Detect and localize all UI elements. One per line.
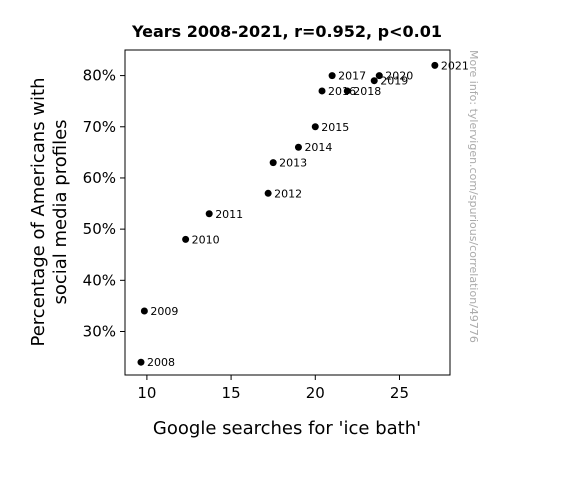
x-tick-label: 15 [222,384,241,402]
watermark-text: More info: tylervigen.com/spurious/corre… [467,50,480,343]
y-axis: 30% 40% 50% 60% 70% 80% [83,67,125,340]
data-point-label: 2014 [304,141,332,154]
data-point [269,159,277,167]
data-point [328,72,336,80]
y-tick-label: 40% [83,271,116,289]
watermark: More info: tylervigen.com/spurious/corre… [467,50,480,343]
y-axis-label-line-1: Percentage of Americans with [28,78,49,347]
data-point [370,77,378,85]
data-point-label: 2019 [380,75,408,88]
x-axis: 10 15 20 25 [137,375,409,402]
y-axis-label: Percentage of Americans with social medi… [28,78,71,347]
data-point-label: 2011 [215,208,243,221]
y-tick-label: 80% [83,67,116,85]
y-tick-label: 60% [83,169,116,187]
data-point [140,307,148,315]
data-point [182,235,190,243]
data-point-label: 2020 [385,70,413,83]
x-axis-label: Google searches for 'ice bath' [153,418,421,439]
data-point [264,189,272,197]
chart-title: Years 2008-2021, r=0.952, p<0.01 [131,22,442,41]
plot-frame [124,49,451,376]
y-tick-label: 50% [83,220,116,238]
data-point-label: 2013 [279,157,307,170]
data-point [311,123,319,131]
data-point-label: 2018 [353,85,381,98]
data-point-label: 2010 [192,233,220,246]
data-point-label: 2017 [338,70,366,83]
data-point [137,358,145,366]
y-tick-label: 30% [83,322,116,340]
data-point [318,87,326,95]
x-tick-label: 25 [390,384,409,402]
data-point-label: 2008 [147,356,175,369]
data-points: 2008 2009 2010 2011 2012 2013 2014 2015 2016 2017… [137,59,469,369]
data-point [294,143,302,151]
data-point-label: 2012 [274,187,302,200]
data-point [343,87,351,95]
data-point-label: 2015 [321,121,349,134]
plot-area: 10 15 20 25 30% 40% 50% 60% 70% 80% 2008 2009 2010… [83,49,469,402]
y-tick-label: 70% [83,118,116,136]
data-point [205,210,213,218]
y-axis-label-line-2: social media profiles [50,119,71,304]
data-point-label: 2021 [441,59,469,72]
data-point [431,61,439,69]
data-point-label: 2009 [150,305,178,318]
data-point-label: 2016 [328,85,356,98]
data-point [375,72,383,80]
x-tick-label: 20 [306,384,325,402]
x-tick-label: 10 [137,384,156,402]
